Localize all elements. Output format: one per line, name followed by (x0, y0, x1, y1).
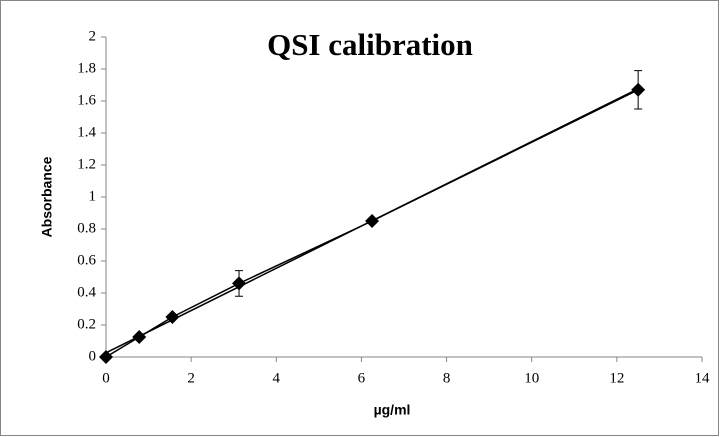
x-axis-label: µg/ml (374, 402, 411, 418)
point (631, 82, 646, 97)
point (99, 350, 113, 364)
y-tick-label: 1 (89, 188, 97, 204)
x-tick-label: 0 (102, 370, 110, 386)
x-tick-label: 8 (443, 370, 451, 386)
y-tick-label: 1.2 (77, 156, 96, 172)
y-tick-label: 0 (89, 348, 97, 364)
y-tick-label: 0.8 (77, 220, 96, 236)
y-tick-label: 0.6 (77, 252, 96, 268)
point (165, 310, 180, 324)
y-tick-label: 2 (89, 28, 97, 44)
y-tick-label: 0.4 (77, 284, 96, 300)
x-tick-label: 10 (524, 370, 539, 386)
x-tick-label: 6 (358, 370, 366, 386)
y-tick-label: 0.2 (77, 316, 96, 332)
data-line (105, 89, 639, 358)
y-tick-label: 1.8 (77, 60, 96, 76)
chart-title: QSI calibration (267, 27, 473, 62)
x-tick-label: 12 (609, 370, 624, 386)
point (365, 214, 380, 228)
y-tick-label: 1.4 (77, 124, 96, 140)
point (232, 276, 247, 291)
x-tick-label: 14 (695, 370, 711, 386)
x-tick-label: 2 (187, 370, 195, 386)
y-axis-label: Absorbance (39, 156, 55, 237)
y-tick-label: 1.6 (77, 92, 96, 108)
point (132, 330, 147, 344)
x-tick-label: 4 (273, 370, 281, 386)
